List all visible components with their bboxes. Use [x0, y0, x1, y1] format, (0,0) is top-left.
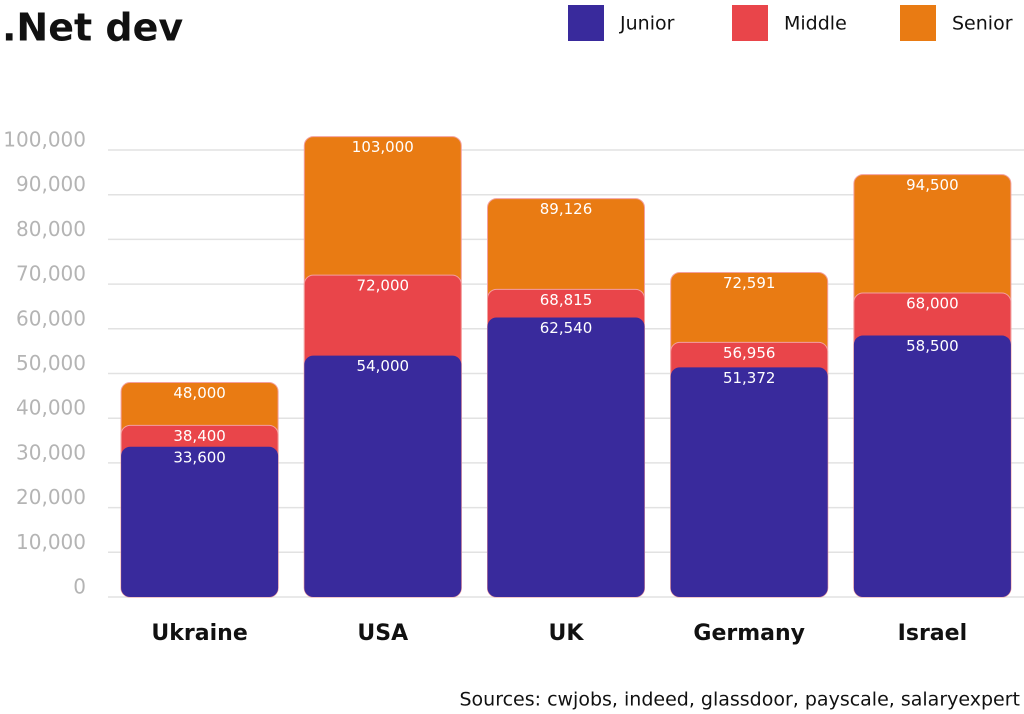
legend-swatch: [900, 5, 936, 41]
value-label: 48,000: [173, 384, 226, 402]
value-label: 62,540: [540, 319, 593, 337]
legend-swatch: [732, 5, 768, 41]
y-tick-label: 60,000: [16, 306, 86, 330]
x-tick-label: Germany: [693, 621, 805, 646]
y-tick-label: 0: [73, 575, 86, 599]
y-tick-label: 40,000: [16, 396, 86, 420]
x-tick-label: UK: [549, 621, 585, 646]
value-label: 72,000: [357, 277, 410, 295]
y-tick-label: 10,000: [16, 530, 86, 554]
y-tick-label: 20,000: [16, 485, 86, 509]
bar: [670, 367, 828, 597]
y-tick-label: 100,000: [3, 128, 86, 152]
bar: [487, 317, 645, 597]
bar: [121, 446, 279, 597]
value-label: 68,000: [906, 295, 959, 313]
y-tick-label: 30,000: [16, 440, 86, 464]
y-tick-label: 80,000: [16, 217, 86, 241]
x-tick-label: USA: [357, 621, 408, 646]
value-label: 38,400: [173, 427, 226, 445]
value-label: 89,126: [540, 200, 593, 218]
y-tick-label: 50,000: [16, 351, 86, 375]
value-label: 72,591: [723, 274, 776, 292]
legend-label: Senior: [952, 13, 1013, 35]
legend-label: Junior: [619, 13, 675, 35]
y-tick-label: 70,000: [16, 262, 86, 286]
legend-swatch: [568, 5, 604, 41]
value-label: 103,000: [352, 138, 414, 156]
value-label: 54,000: [357, 357, 410, 375]
value-label: 56,956: [723, 344, 776, 362]
value-label: 33,600: [173, 448, 226, 466]
value-label: 51,372: [723, 369, 776, 387]
value-label: 68,815: [540, 291, 593, 309]
bar: [304, 355, 462, 597]
chart-title: .Net dev: [2, 6, 183, 50]
value-label: 94,500: [906, 176, 959, 194]
value-label: 58,500: [906, 337, 959, 355]
y-tick-label: 90,000: [16, 172, 86, 196]
source: Sources: cwjobs, indeed, glassdoor, pays…: [459, 689, 1020, 711]
x-tick-label: Ukraine: [151, 621, 247, 646]
legend-label: Middle: [784, 13, 847, 35]
bar: [853, 335, 1011, 597]
x-tick-label: Israel: [898, 621, 967, 646]
